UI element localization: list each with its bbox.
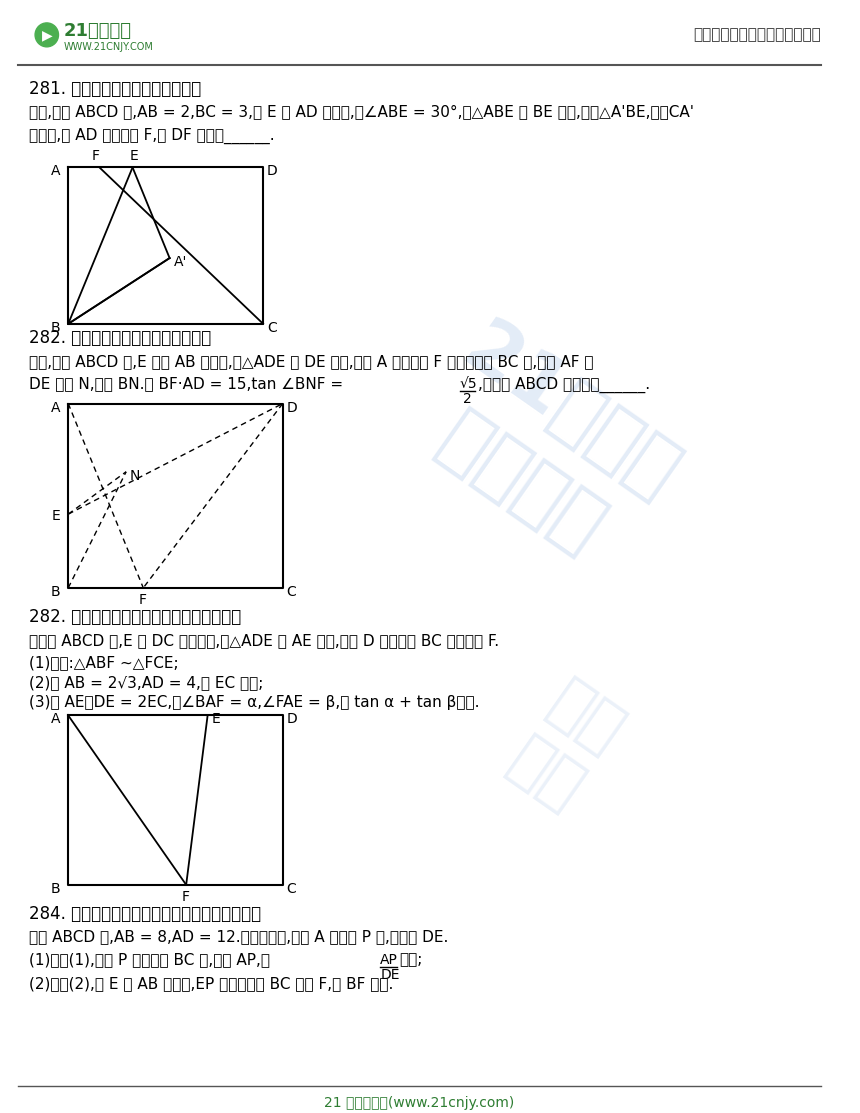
Text: (2)若 AB = 2√3,AD = 4,求 EC 的长;: (2)若 AB = 2√3,AD = 4,求 EC 的长; bbox=[29, 676, 264, 690]
Text: A: A bbox=[51, 712, 60, 727]
Text: A: A bbox=[51, 165, 60, 178]
Text: ,则矩形 ABCD 的面积为______.: ,则矩形 ABCD 的面积为______. bbox=[477, 376, 650, 393]
Text: 282. 矩形折叠求矩形的面积（初二）: 282. 矩形折叠求矩形的面积（初二） bbox=[29, 328, 212, 347]
Text: 并延长,与 AD 相交于点 F,则 DF 的长为______.: 并延长,与 AD 相交于点 F,则 DF 的长为______. bbox=[29, 128, 275, 144]
Text: F: F bbox=[92, 149, 100, 164]
Text: (1)求证:△ABF ~△FCE;: (1)求证:△ABF ~△FCE; bbox=[29, 656, 179, 671]
Text: √5: √5 bbox=[460, 376, 477, 391]
Text: DE 于点 N,连接 BN.若 BF·AD = 15,tan ∠BNF =: DE 于点 N,连接 BN.若 BF·AD = 15,tan ∠BNF = bbox=[29, 376, 348, 392]
Text: (1)如图(1),若点 P 恰好在边 BC 上,连接 AP,求: (1)如图(1),若点 P 恰好在边 BC 上,连接 AP,求 bbox=[29, 953, 270, 967]
Text: E: E bbox=[130, 149, 138, 164]
Text: B: B bbox=[51, 881, 60, 896]
FancyBboxPatch shape bbox=[15, 6, 170, 62]
Text: 21 世纪教育网(www.21cnjy.com): 21 世纪教育网(www.21cnjy.com) bbox=[324, 1096, 514, 1110]
Text: DE: DE bbox=[381, 967, 401, 982]
Text: D: D bbox=[286, 401, 298, 414]
Text: C: C bbox=[286, 585, 297, 599]
Text: 育网
精选: 育网 精选 bbox=[497, 672, 633, 821]
Text: D: D bbox=[267, 165, 278, 178]
Text: F: F bbox=[138, 593, 146, 607]
Text: 在矩形 ABCD 中,E 为 DC 边上一点,把△ADE 沿 AE 翻折,使点 D 恰好落在 BC 边上的点 F.: 在矩形 ABCD 中,E 为 DC 边上一点,把△ADE 沿 AE 翻折,使点 … bbox=[29, 632, 500, 648]
Text: 284. 矩形折叠三角形相似求线段的比值（初三）: 284. 矩形折叠三角形相似求线段的比值（初三） bbox=[29, 905, 261, 923]
Text: C: C bbox=[267, 321, 277, 335]
Text: 2: 2 bbox=[463, 392, 472, 405]
Text: E: E bbox=[212, 712, 220, 727]
Text: WWW.21CNJY.COM: WWW.21CNJY.COM bbox=[64, 42, 153, 52]
Text: 中小学教育资源及组卷应用平台: 中小学教育资源及组卷应用平台 bbox=[693, 28, 820, 42]
Text: 21世纪教育: 21世纪教育 bbox=[64, 22, 132, 40]
Text: 21教育网
精选资料: 21教育网 精选资料 bbox=[400, 313, 691, 583]
Text: ▶: ▶ bbox=[41, 28, 52, 42]
Text: (2)如图(2),若 E 是 AB 的中点,EP 的延长线交 BC 于点 F,求 BF 的长.: (2)如图(2),若 E 是 AB 的中点,EP 的延长线交 BC 于点 F,求… bbox=[29, 976, 394, 992]
Text: B: B bbox=[51, 585, 60, 599]
Text: AP: AP bbox=[380, 953, 398, 966]
Text: A: A bbox=[51, 401, 60, 414]
Text: 281. 矩形折叠求线段的长（初二）: 281. 矩形折叠求线段的长（初二） bbox=[29, 80, 201, 98]
Circle shape bbox=[35, 23, 58, 47]
Text: A': A' bbox=[174, 255, 187, 269]
Text: N: N bbox=[130, 469, 140, 483]
Text: 282. 矩形折叠三角形相似求正切值（初三）: 282. 矩形折叠三角形相似求正切值（初三） bbox=[29, 608, 242, 626]
Text: 的值;: 的值; bbox=[400, 953, 423, 967]
Text: D: D bbox=[286, 712, 298, 727]
Text: 如图,矩形 ABCD 中,AB = 2,BC = 3,点 E 为 AD 上一点,且∠ABE = 30°,将△ABE 沿 BE 翻折,得到△A'BE,连接CA': 如图,矩形 ABCD 中,AB = 2,BC = 3,点 E 为 AD 上一点,… bbox=[29, 105, 694, 119]
Text: 矩形 ABCD 中,AB = 8,AD = 12.将矩形折叠,使点 A 落在点 P 处,折痕为 DE.: 矩形 ABCD 中,AB = 8,AD = 12.将矩形折叠,使点 A 落在点 … bbox=[29, 929, 449, 945]
Text: F: F bbox=[181, 889, 189, 904]
Text: 如图,矩形 ABCD 中,E 为边 AB 上一点,将△ADE 沿 DE 折叠,使点 A 的对应点 F 恰好落在边 BC 上,连接 AF 交: 如图,矩形 ABCD 中,E 为边 AB 上一点,将△ADE 沿 DE 折叠,使… bbox=[29, 354, 593, 368]
Text: E: E bbox=[52, 509, 60, 523]
Text: (3)若 AE－DE = 2EC,记∠BAF = α,∠FAE = β,求 tan α + tan β的值.: (3)若 AE－DE = 2EC,记∠BAF = α,∠FAE = β,求 ta… bbox=[29, 696, 480, 710]
Text: C: C bbox=[286, 881, 297, 896]
Text: B: B bbox=[51, 321, 60, 335]
